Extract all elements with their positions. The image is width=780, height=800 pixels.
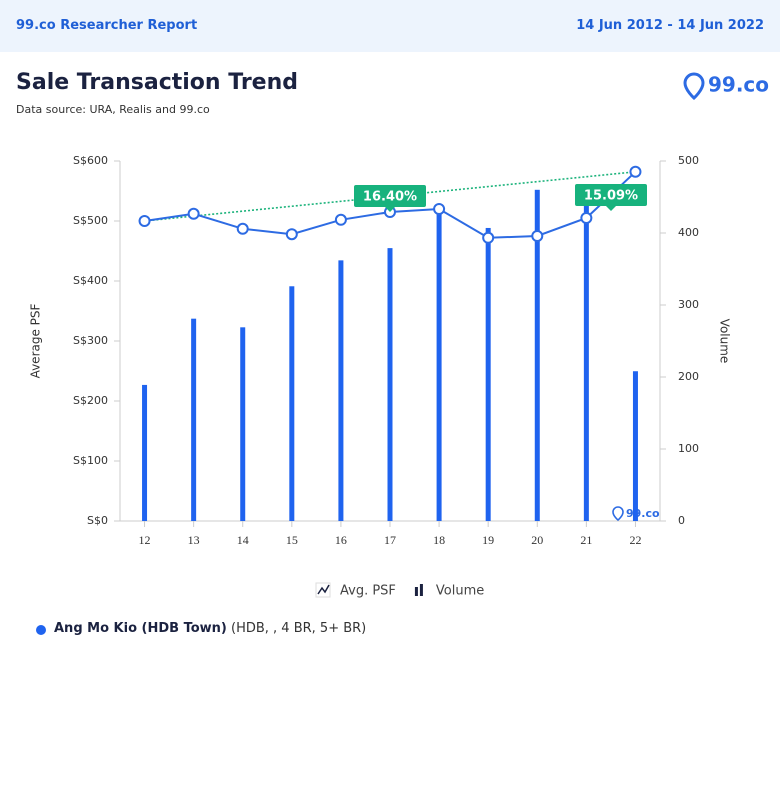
volume-bar — [289, 286, 295, 521]
y2-tick-label: 500 — [678, 154, 699, 167]
x-tick-label: 20 — [531, 533, 543, 547]
footer-dot — [36, 625, 46, 635]
annotation-pointer — [606, 206, 616, 211]
x-tick-label: 18 — [433, 533, 445, 547]
x-tick-label: 22 — [629, 533, 641, 547]
footer-name: Ang Mo Kio (HDB Town) — [54, 621, 227, 636]
volume-bar — [240, 327, 246, 521]
y-axis-label: Average PSF — [29, 303, 43, 378]
psf-marker — [433, 203, 446, 215]
volume-bar — [387, 248, 393, 521]
logo-text: 99.co — [708, 73, 769, 97]
y-tick-label: S$600 — [73, 154, 108, 167]
legend-label: Volume — [436, 584, 484, 599]
y-tick-label: S$500 — [73, 214, 108, 227]
x-tick-label: 12 — [139, 533, 151, 547]
footer-entry: Ang Mo Kio (HDB Town) (HDB, , 4 BR, 5+ B… — [36, 621, 367, 636]
annotation: 15.09% — [575, 184, 647, 211]
footer-detail: (HDB, , 4 BR, 5+ BR) — [231, 621, 367, 636]
chart: 99.co Average PSF Volume 99.co S$0 S$100 S… — [29, 72, 769, 599]
x-tick-label: 19 — [482, 533, 494, 547]
y-tick-label: S$400 — [73, 274, 108, 287]
annotation: 16.40% — [354, 185, 426, 212]
volume-bar — [338, 260, 344, 521]
y2-tick-label: 100 — [678, 442, 699, 455]
psf-marker — [236, 222, 249, 235]
legend-icon — [414, 587, 418, 596]
legend-icon-frame — [315, 582, 331, 598]
logo-pin — [683, 72, 705, 101]
volume-bar — [436, 207, 442, 522]
psf-marker — [285, 228, 298, 241]
psf-marker — [138, 215, 151, 227]
x-tick-label: 15 — [286, 533, 298, 547]
annotation-box — [575, 184, 647, 206]
x-tick-label: 17 — [384, 533, 396, 547]
psf-marker — [531, 230, 544, 242]
logo: 99.co — [683, 72, 769, 101]
volume-bar — [534, 189, 540, 522]
annotation-pointer — [385, 207, 395, 212]
y-tick-label: S$100 — [73, 454, 108, 467]
psf-marker — [187, 207, 200, 220]
annotation-box — [354, 185, 426, 207]
header-bar: 99.co Researcher Report 14 Jun 2012 - 14… — [0, 0, 780, 52]
volume-bar — [191, 318, 197, 521]
legend-icon — [419, 584, 423, 596]
x-tick-label: 21 — [580, 533, 592, 547]
annotation-text: 15.09% — [584, 189, 638, 204]
y-tick-label: S$200 — [73, 394, 108, 407]
x-tick-label: 16 — [335, 533, 347, 547]
volume-bar — [485, 227, 491, 521]
watermark-text: 99.co — [626, 507, 660, 520]
legend-label: Avg. PSF — [340, 584, 396, 599]
x-tick-label: 14 — [237, 533, 249, 547]
date-range: 14 Jun 2012 - 14 Jun 2022 — [576, 18, 764, 33]
volume-bar — [632, 371, 638, 521]
y2-tick-label: 300 — [678, 298, 699, 311]
legend-icon — [317, 584, 330, 595]
psf-marker — [629, 165, 642, 178]
y-tick-label: S$0 — [87, 514, 108, 527]
y2-axis-label: Volume — [718, 319, 732, 364]
y2-tick-label: 400 — [678, 226, 699, 239]
chart-title: Sale Transaction Trend — [16, 70, 299, 95]
psf-marker — [334, 213, 347, 226]
chart-subtitle: Data source: URA, Realis and 99.co — [16, 103, 210, 116]
y2-tick-label: 0 — [678, 514, 685, 527]
watermark-pin — [612, 506, 624, 522]
x-tick-label: 13 — [188, 533, 200, 547]
psf-marker — [580, 212, 593, 224]
y2-tick-label: 200 — [678, 370, 699, 383]
psf-marker — [482, 231, 495, 244]
y-tick-label: S$300 — [73, 334, 108, 347]
report-title: 99.co Researcher Report — [16, 18, 198, 33]
volume-bar — [142, 384, 148, 521]
legend-item: Avg. PSF — [315, 582, 396, 599]
annotation-text: 16.40% — [363, 190, 417, 205]
volume-bar — [583, 204, 589, 522]
legend-item: Volume — [414, 584, 484, 599]
